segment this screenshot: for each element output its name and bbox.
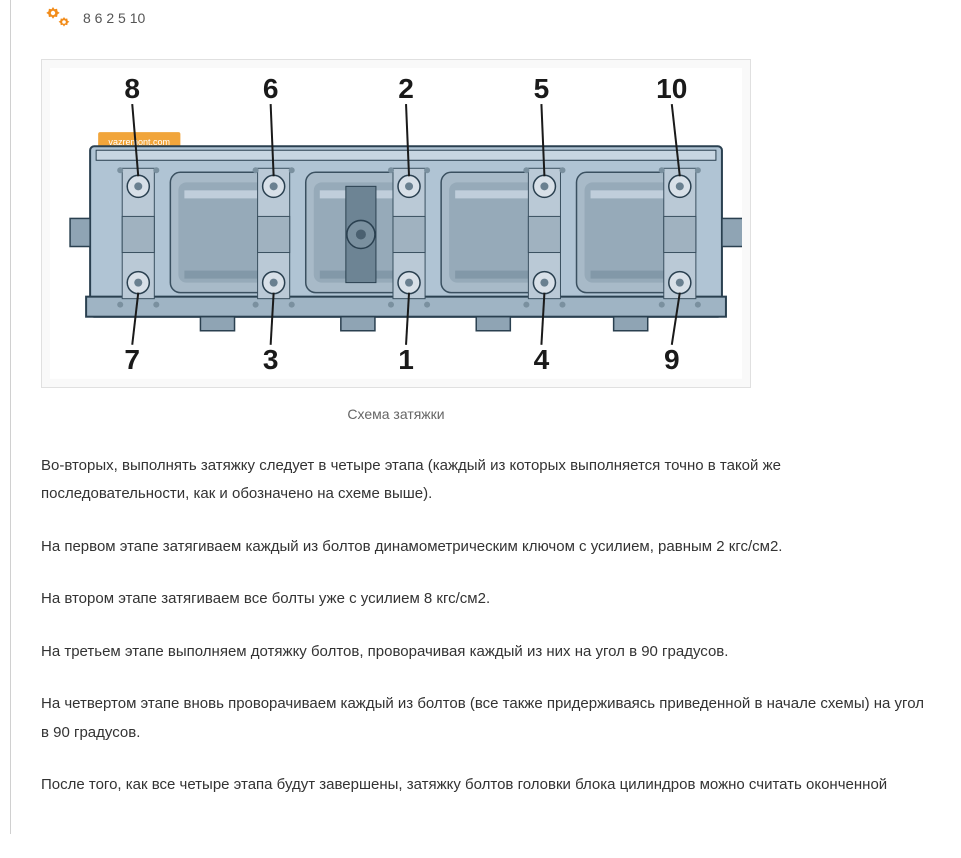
paragraph: На третьем этапе выполняем дотяжку болто… (41, 638, 931, 667)
svg-text:9: 9 (664, 344, 680, 375)
svg-text:6: 6 (263, 73, 279, 104)
paragraph: После того, как все четыре этапа будут з… (41, 771, 931, 800)
diagram-caption: Схема затяжки (41, 388, 751, 428)
svg-text:10: 10 (656, 73, 687, 104)
svg-text:8: 8 (124, 73, 140, 104)
diagram-frame: vazremont.com86251073149 (41, 59, 751, 388)
svg-text:3: 3 (263, 344, 279, 375)
svg-text:7: 7 (124, 344, 140, 375)
top-numbers-text: 8 6 2 5 10 (83, 10, 145, 26)
top-line: 8 6 2 5 10 (41, 0, 931, 31)
diagram-figure: vazremont.com86251073149 Схема затяжки (41, 59, 751, 428)
svg-text:2: 2 (398, 73, 414, 104)
article-body: Во-вторых, выполнять затяжку следует в ч… (41, 452, 931, 800)
paragraph: На четвертом этапе вновь проворачиваем к… (41, 690, 931, 747)
engine-diagram: vazremont.com86251073149 (50, 68, 742, 379)
gear-icon (41, 5, 73, 31)
paragraph: Во-вторых, выполнять затяжку следует в ч… (41, 452, 931, 509)
svg-text:4: 4 (534, 344, 550, 375)
svg-text:5: 5 (534, 73, 550, 104)
paragraph: На первом этапе затягиваем каждый из бол… (41, 533, 931, 562)
svg-text:1: 1 (398, 344, 414, 375)
paragraph: На втором этапе затягиваем все болты уже… (41, 585, 931, 614)
